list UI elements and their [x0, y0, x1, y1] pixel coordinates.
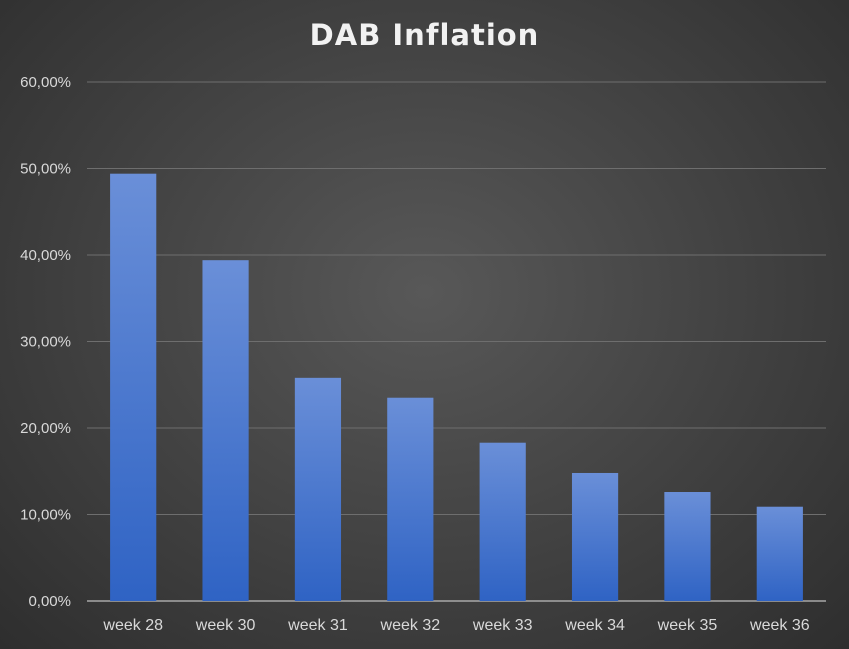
x-tick-label: week 33	[472, 617, 533, 634]
x-tick-label: week 28	[102, 617, 163, 634]
bar-week-31	[294, 377, 342, 601]
bar-week-30	[202, 260, 249, 601]
bar-week-34	[571, 472, 619, 601]
y-tick-label: 60,00%	[20, 74, 71, 91]
x-tick-label: week 31	[287, 617, 348, 634]
bar-week-33	[479, 442, 526, 601]
x-tick-label: week 35	[657, 617, 718, 634]
y-tick-label: 10,00%	[20, 507, 71, 524]
bar-week-36	[756, 506, 803, 601]
x-tick-label: week 34	[564, 617, 625, 634]
y-tick-label: 30,00%	[20, 334, 71, 351]
y-tick-label: 50,00%	[20, 161, 71, 178]
x-tick-label: week 30	[195, 617, 256, 634]
y-tick-label: 40,00%	[20, 247, 71, 264]
x-tick-label: week 36	[749, 617, 810, 634]
y-tick-label: 0,00%	[28, 593, 71, 610]
chart-title: DAB Inflation	[309, 18, 540, 52]
bar-week-35	[664, 492, 711, 601]
y-tick-label: 20,00%	[20, 420, 71, 437]
x-tick-label: week 32	[380, 617, 441, 634]
bar-week-32	[387, 397, 434, 601]
bar-week-28	[110, 173, 157, 601]
